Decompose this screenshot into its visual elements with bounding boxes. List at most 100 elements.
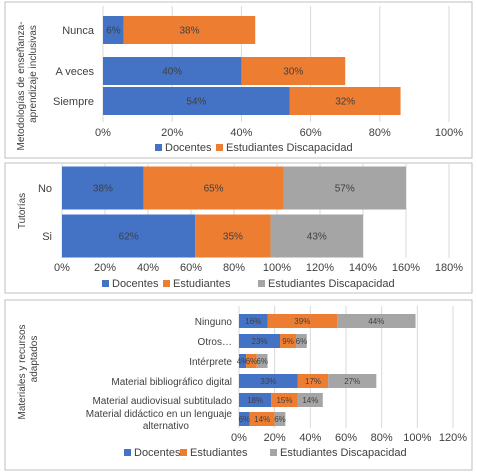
bar-estudiantes [123,16,256,44]
x-tick-label: 120% [439,432,467,444]
bar-estudiantes [280,334,297,348]
x-tick-label: 140% [349,262,377,274]
category-label: Material bibliográfico digital [111,377,232,388]
bar-discapacidad [297,393,323,407]
bar-value-label: 6% [256,357,268,366]
bar-value-label: 27% [344,377,360,386]
bar-discapacidad [270,214,363,258]
bar-docentes [239,354,247,368]
category-label: Otros… [198,337,232,348]
legend-swatch [180,449,187,456]
bar-value-label: 43% [307,232,327,243]
legend-label: Estudiantes [173,278,231,290]
bar-value-label: 39% [294,317,310,326]
x-tick-label: 40% [137,262,159,274]
x-tick-label: 80% [371,432,393,444]
bar-estudiantes [289,87,401,115]
x-tick-label: 0% [95,127,111,139]
bar-value-label: 30% [283,67,303,78]
y-axis-title: Materiales y recursosadaptados [17,324,40,419]
x-tick-label: 40% [299,432,321,444]
bar-docentes [239,334,281,348]
bar-value-label: 15% [276,396,292,405]
x-tick-label: 160% [392,262,420,274]
bar-docentes [62,214,196,258]
bar-value-label: 44% [368,317,384,326]
bar-value-label: 23% [252,337,268,346]
category-label: Ninguno [195,317,233,328]
bar-value-label: 35% [223,232,243,243]
y-axis-title-line: Tutorías [17,193,28,229]
bar-estudiantes [297,374,329,388]
bar-docentes [103,57,242,85]
bar-value-label: 65% [204,184,224,195]
x-tick-label: 100% [263,262,291,274]
bar-estudiantes [249,412,275,426]
bar-discapacidad [256,354,268,368]
bar-estudiantes [241,57,346,85]
bar-value-label: 6% [296,337,308,346]
category-label-line: Material didáctico en un lenguaje [86,409,233,420]
bar-value-label: 14% [302,396,318,405]
legend-label: Estudiantes [190,447,248,459]
bar-value-label: 9% [282,337,294,346]
bar-docentes [239,314,268,328]
x-tick-label: 120% [306,262,334,274]
x-tick-label: 60% [180,262,202,274]
category-label: Nunca [62,25,95,37]
bar-docentes [103,16,124,44]
legend-swatch [163,280,170,287]
bar-estudiantes [246,354,257,368]
bar-value-label: 33% [260,377,276,386]
category-label: Intérprete [189,357,232,368]
bar-value-label: 62% [119,232,139,243]
bar-docentes [239,374,298,388]
x-tick-label: 40% [230,127,252,139]
legend-swatch [124,449,131,456]
bar-value-label: 38% [93,184,113,195]
bar-value-label: 17% [305,377,321,386]
x-tick-label: 80% [369,127,391,139]
category-label: Siempre [53,96,94,108]
category-label: A veces [55,66,94,78]
category-label: Material didáctico en un lenguaje alterna… [86,409,233,432]
bar-docentes [103,87,290,115]
y-axis-title-line: Materiales y recursos [17,324,28,419]
bar-value-label: 40% [162,67,182,78]
bar-discapacidad [337,314,416,328]
legend-label: Docentes [134,447,181,459]
x-tick-label: 20% [94,262,116,274]
x-tick-label: 0% [54,262,70,274]
category-label: No [38,183,52,195]
bar-value-label: 6% [246,357,258,366]
y-axis-title-line: adaptados [29,336,40,383]
x-tick-label: 20% [161,127,183,139]
bar-estudiantes [195,214,271,258]
bar-value-label: 16% [245,317,261,326]
bar-value-label: 18% [247,396,263,405]
legend-swatch [102,280,109,287]
legend-label: Docentes [165,142,212,154]
bar-value-label: 6% [106,26,121,37]
bar-estudiantes [267,314,338,328]
bar-value-label: 6% [274,415,286,424]
bar-discapacidad [283,166,406,210]
x-tick-label: 20% [264,432,286,444]
bar-value-label: 54% [186,97,206,108]
x-tick-label: 60% [300,127,322,139]
bar-value-label: 14% [254,415,270,424]
bar-value-label: 6% [239,415,251,424]
bar-value-label: 32% [335,97,355,108]
x-tick-label: 100% [403,432,431,444]
y-axis-title: Tutorías [17,193,28,229]
bar-docentes [62,166,144,210]
bar-docentes [239,412,250,426]
bar-estudiantes [271,393,298,407]
x-tick-label: 180% [435,262,463,274]
legend-swatch [270,449,277,456]
legend-label: Estudiantes Discapacidad [226,142,353,154]
legend-label: Docentes [112,278,159,290]
bar-docentes [239,393,272,407]
bar-value-label: 57% [335,184,355,195]
